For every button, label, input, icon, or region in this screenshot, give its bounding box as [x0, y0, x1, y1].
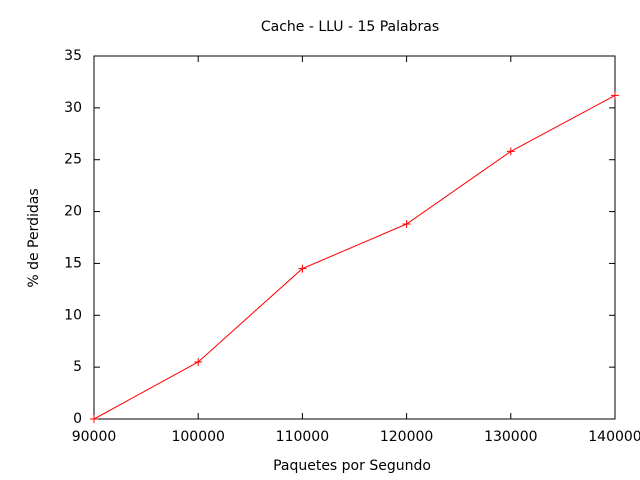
x-tick-label: 120000 [380, 429, 433, 445]
x-tick-label: 140000 [588, 429, 640, 445]
x-tick-label: 130000 [484, 429, 537, 445]
y-tick-label: 25 [64, 152, 82, 168]
point [194, 357, 203, 366]
x-tick-label: 100000 [171, 429, 224, 445]
y-tick-label: 10 [64, 307, 82, 323]
point [611, 91, 619, 100]
y-tick-label: 15 [64, 255, 82, 271]
point [90, 415, 98, 423]
series-line [93, 94, 616, 420]
y-tick-label: 0 [73, 411, 82, 427]
chart-title: Cache - LLU - 15 Palabras [261, 19, 439, 35]
x-tick-label: 90000 [72, 429, 117, 445]
y-axis-label: % de Perdidas [26, 188, 42, 287]
y-tick-label: 5 [73, 359, 82, 375]
point [298, 264, 307, 273]
x-tick-label: 110000 [276, 429, 329, 445]
plot-border [93, 55, 616, 420]
x-axis-label: Paquetes por Segundo [273, 458, 431, 474]
y-tick-label: 35 [64, 48, 82, 64]
point [506, 147, 515, 156]
y-tick-label: 30 [64, 100, 82, 116]
point [402, 220, 411, 229]
y-tick-label: 20 [64, 204, 82, 220]
